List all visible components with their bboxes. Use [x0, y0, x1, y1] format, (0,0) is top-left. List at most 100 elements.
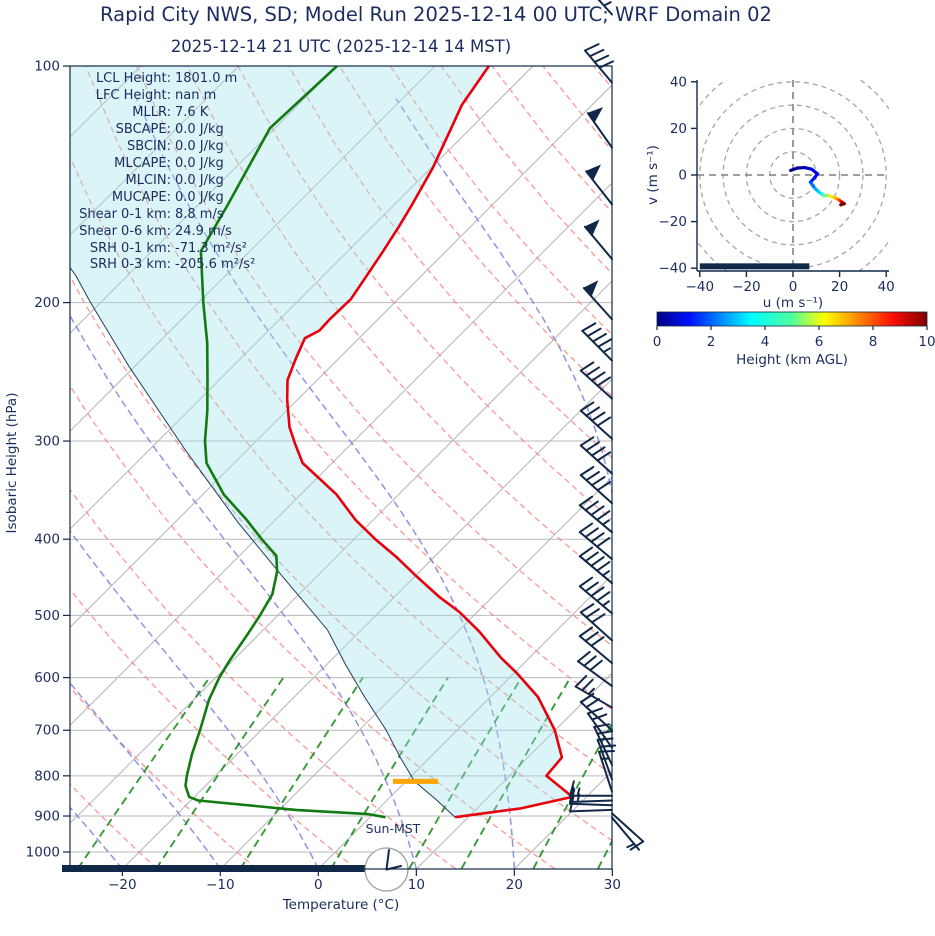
- svg-text:100: 100: [34, 59, 60, 75]
- hodograph-axes: −40 −40 −20 −20 0 0 20 20 40 40: [659, 74, 895, 295]
- moist-adiabat-line: [395, 98, 612, 869]
- isotherm-line: [70, 84, 612, 628]
- svg-text:2: 2: [707, 334, 716, 350]
- svg-text:40: 40: [670, 74, 687, 90]
- skewt-yaxis-label: Isobaric Height (hPa): [4, 393, 20, 534]
- svg-text:6: 6: [815, 334, 824, 350]
- mixing-ratio-line: [155, 677, 285, 869]
- hodograph-xaxis-label: u (m s⁻¹): [763, 295, 823, 311]
- cin-shading-region: [70, 66, 573, 818]
- svg-text:4: 4: [761, 334, 770, 350]
- moist-adiabat-line: [70, 313, 418, 869]
- stat-sbcin: SBCIN: 0.0 J/kg: [127, 138, 224, 154]
- colorbar-ticks: 0 2 4 6 8 10: [653, 326, 935, 350]
- stat-lcl-height: LCL Height: 1801.0 m: [95, 71, 238, 86]
- stat-shear-0-6: Shear 0-6 km: 24.9 m/s: [79, 223, 232, 239]
- svg-text:200: 200: [34, 295, 60, 311]
- stat-shear-0-1: Shear 0-1 km: 8.8 m/s: [79, 206, 224, 222]
- skewt-xaxis-label: Temperature (°C): [282, 897, 400, 913]
- isotherm-line: [70, 66, 436, 432]
- stat-mlcin: MLCIN: 0.0 J/kg: [125, 172, 224, 188]
- svg-text:20: 20: [670, 121, 687, 137]
- stat-mlcape: MLCAPE: 0.0 J/kg: [114, 155, 224, 171]
- dry-adiabat-line: [70, 384, 555, 869]
- mixing-ratio-line: [239, 677, 364, 869]
- height-colorbar: [656, 311, 928, 327]
- moist-adiabat-line: [135, 98, 516, 869]
- isotherm-line: [415, 672, 612, 869]
- hodograph-trace: [789, 165, 846, 207]
- profile-curves: [70, 66, 574, 819]
- isotherm-line: [70, 66, 240, 236]
- stat-sbcape: SBCAPE: 0.0 J/kg: [115, 121, 224, 137]
- svg-text:400: 400: [34, 532, 60, 548]
- skewt-axes-frame: [69, 65, 613, 870]
- svg-text:−10: −10: [206, 877, 235, 893]
- isotherm-line: [219, 476, 612, 869]
- moist-adiabat-line: [70, 806, 123, 869]
- moist-adiabat-line: [70, 681, 221, 869]
- svg-text:−40: −40: [686, 279, 715, 295]
- temperature-curve: [285, 66, 574, 819]
- mixing-ratio-line: [77, 677, 211, 869]
- mixing-ratio-line: [460, 677, 572, 869]
- stat-srh-0-1: SRH 0-1 km: -71.3 m²/s²: [89, 240, 248, 256]
- svg-text:0: 0: [653, 334, 662, 350]
- stat-mucape: MUCAPE: 0.0 J/kg: [111, 189, 224, 205]
- isotherm-line: [70, 280, 612, 825]
- mixing-ratio-line: [597, 839, 612, 869]
- stat-mllr: MLLR: 7.6 K: [132, 104, 209, 120]
- svg-text:20: 20: [506, 877, 523, 893]
- wind-barbs: [569, 0, 645, 851]
- mixing-ratio-line: [330, 677, 449, 869]
- svg-text:10: 10: [918, 334, 935, 350]
- dry-adiabat-line: [644, 66, 935, 869]
- dry-adiabat-line: [288, 66, 612, 459]
- hodograph-yaxis-label: v (m s⁻¹): [645, 145, 661, 205]
- dry-adiabat-line: [85, 66, 612, 711]
- svg-text:−20: −20: [659, 214, 688, 230]
- figure-title: Rapid City NWS, SD; Model Run 2025-12-14…: [100, 3, 772, 26]
- stat-srh-0-3: SRH 0-3 km: -205.6 m²/s²: [89, 257, 256, 273]
- dry-adiabat-line: [237, 66, 612, 521]
- svg-text:20: 20: [831, 279, 848, 295]
- valid-time-subtitle: 2025-12-14 21 UTC (2025-12-14 14 MST): [170, 37, 512, 56]
- svg-text:−20: −20: [732, 279, 761, 295]
- dry-adiabat-line: [70, 488, 456, 869]
- svg-text:−40: −40: [659, 261, 688, 277]
- svg-text:0: 0: [314, 877, 323, 893]
- dry-adiabat-line: [70, 155, 612, 776]
- svg-text:−20: −20: [108, 877, 137, 893]
- svg-text:700: 700: [34, 723, 60, 739]
- colorbar-label: Height (km AGL): [736, 352, 848, 368]
- svg-text:600: 600: [34, 670, 60, 686]
- isotherm-line: [121, 378, 612, 869]
- svg-text:500: 500: [34, 608, 60, 624]
- svg-text:8: 8: [869, 334, 878, 350]
- isotherm-line: [317, 574, 612, 869]
- moist-adiabat-line: [710, 99, 816, 869]
- parcel-profile-curve: [70, 266, 456, 818]
- hodograph-surface-bar: [699, 263, 810, 270]
- mixing-ratio-line: [408, 677, 523, 869]
- svg-text:1000: 1000: [26, 845, 60, 861]
- sun-mst-label: Sun-MST: [366, 821, 421, 836]
- isotherm-line: [70, 182, 612, 726]
- sounding-stats-block: LCL Height: 1801.0 m LFC Height: nan m MLL…: [70, 71, 255, 274]
- svg-text:800: 800: [34, 768, 60, 784]
- hodograph-background: [697, 80, 889, 272]
- mixing-ratio-line: [532, 721, 612, 869]
- svg-text:900: 900: [34, 809, 60, 825]
- skewt-tick-labels: 100 200 300 400 500 600 700 800 900 1000 −20 −10 0 10…: [26, 59, 621, 894]
- svg-text:0: 0: [678, 168, 687, 184]
- moist-adiabat-line: [70, 529, 319, 869]
- stat-lfc-height: LFC Height: nan m: [95, 87, 217, 103]
- svg-text:300: 300: [34, 434, 60, 450]
- svg-text:30: 30: [604, 877, 621, 893]
- skewt-background: [70, 66, 935, 869]
- dry-adiabat-line: [70, 588, 357, 869]
- isotherm-line: [70, 66, 534, 530]
- dry-adiabat-line: [135, 66, 612, 647]
